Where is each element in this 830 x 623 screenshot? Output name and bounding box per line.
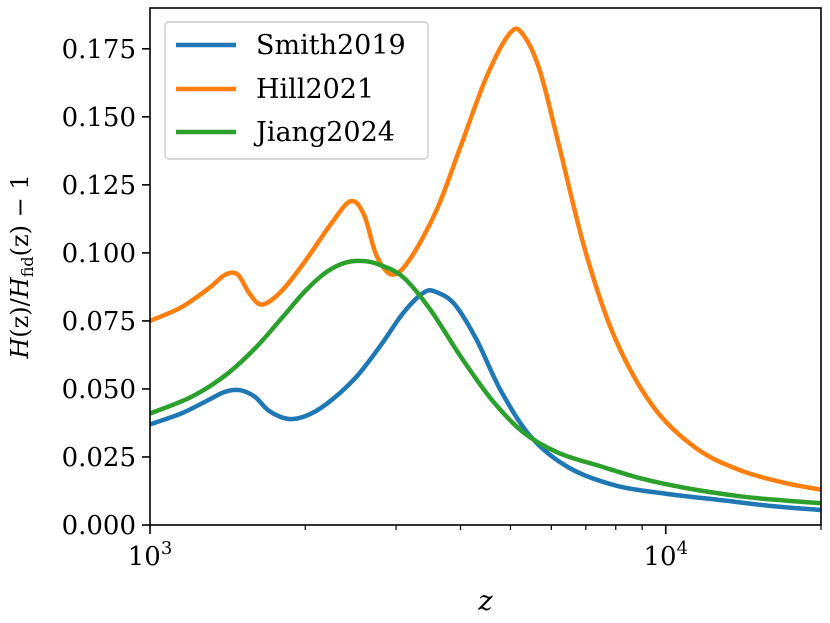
y-axis: 0.000 0.025 0.050 0.075 0.100 0.125 0.150 0.175 <box>62 35 150 541</box>
series-line-jiang2024 <box>149 258 822 506</box>
x-tick-label: 103 <box>128 538 173 572</box>
legend-label-smith2019: Smith2019 <box>256 30 406 61</box>
y-tick-label: 0.100 <box>62 239 136 269</box>
plot-frame <box>149 7 822 526</box>
legend-label-hill2021: Hill2021 <box>256 74 374 105</box>
series-line-smith2019 <box>149 288 822 513</box>
y-tick-label: 0.025 <box>62 443 136 473</box>
series-line-hill2021 <box>149 26 822 492</box>
y-tick-label: 0.125 <box>62 171 136 201</box>
y-tick-label: 0.000 <box>62 511 136 541</box>
series-layer <box>149 26 822 513</box>
legend-box <box>164 21 429 160</box>
y-axis-label: H(z)/Hfid(z) − 1 <box>6 174 37 359</box>
y-label-h1: H <box>6 337 34 360</box>
y-label-sub: fid <box>18 256 37 277</box>
x-tick-label: 104 <box>643 538 688 572</box>
y-tick-label: 0.150 <box>62 103 136 133</box>
x-axis-label: z <box>477 586 493 617</box>
y-label-h2: H <box>6 276 34 299</box>
y-tick-label: 0.175 <box>62 35 136 65</box>
y-tick-label: 0.075 <box>62 307 136 337</box>
y-label-minus: − 1 <box>6 174 34 225</box>
x-axis: 103 104 <box>128 525 822 572</box>
legend: Smith2019 Hill2021 Jiang2024 <box>164 21 429 160</box>
y-label-z1: (z) <box>6 306 34 337</box>
legend-label-jiang2024: Jiang2024 <box>253 117 395 148</box>
y-label-z2: (z) <box>6 225 34 256</box>
y-tick-label: 0.050 <box>62 375 136 405</box>
y-label-sep: / <box>6 297 34 306</box>
